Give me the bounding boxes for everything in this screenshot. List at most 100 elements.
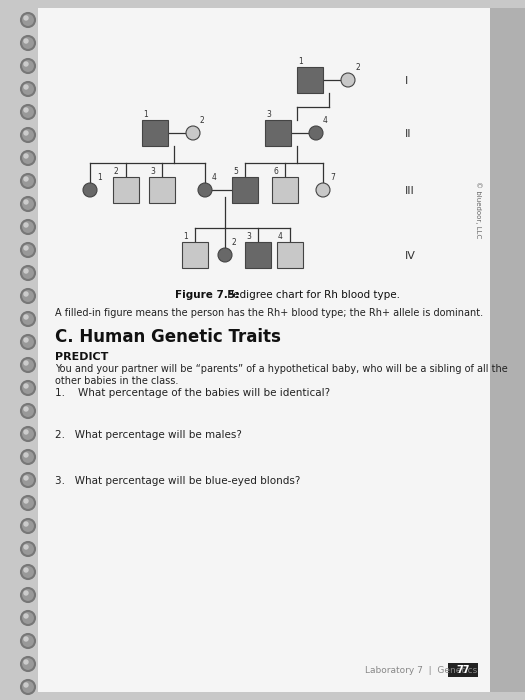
Bar: [245, 242, 271, 268]
Circle shape: [186, 126, 200, 140]
Bar: [297, 67, 323, 93]
Circle shape: [24, 407, 28, 411]
Bar: [265, 120, 291, 146]
Text: 1: 1: [298, 57, 303, 66]
Text: 6: 6: [273, 167, 278, 176]
Circle shape: [22, 658, 34, 670]
Text: A filled-in figure means the person has the Rh+ blood type; the Rh+ allele is do: A filled-in figure means the person has …: [55, 308, 483, 318]
Circle shape: [22, 382, 34, 394]
Circle shape: [24, 85, 28, 89]
Circle shape: [22, 589, 34, 601]
Circle shape: [22, 428, 34, 440]
Circle shape: [24, 315, 28, 319]
Text: 3: 3: [266, 110, 271, 119]
Text: IV: IV: [405, 251, 416, 261]
Circle shape: [22, 198, 34, 210]
Text: 2: 2: [232, 238, 237, 247]
Circle shape: [341, 73, 355, 87]
Text: 3: 3: [150, 167, 155, 176]
Bar: [448, 663, 478, 677]
Circle shape: [24, 660, 28, 664]
Circle shape: [309, 126, 323, 140]
Text: You and your partner will be “parents” of a hypothetical baby, who will be a sib: You and your partner will be “parents” o…: [55, 364, 508, 386]
Circle shape: [24, 108, 28, 112]
Circle shape: [22, 14, 34, 26]
Circle shape: [24, 683, 28, 687]
Text: III: III: [405, 186, 415, 196]
Text: 2: 2: [114, 167, 119, 176]
Circle shape: [24, 269, 28, 273]
Circle shape: [316, 183, 330, 197]
Circle shape: [24, 476, 28, 480]
Text: Laboratory 7  |  Genetics: Laboratory 7 | Genetics: [365, 666, 477, 675]
Text: 1: 1: [143, 110, 148, 119]
Circle shape: [22, 221, 34, 233]
Text: 77: 77: [456, 665, 470, 675]
Text: II: II: [405, 129, 412, 139]
Circle shape: [24, 499, 28, 503]
Circle shape: [22, 520, 34, 532]
Circle shape: [22, 336, 34, 348]
Text: C. Human Genetic Traits: C. Human Genetic Traits: [55, 328, 281, 346]
Circle shape: [24, 591, 28, 595]
Circle shape: [22, 543, 34, 555]
Circle shape: [24, 223, 28, 227]
Circle shape: [24, 338, 28, 342]
Circle shape: [218, 248, 232, 262]
Circle shape: [24, 361, 28, 365]
Bar: [142, 120, 168, 146]
Text: 4: 4: [212, 173, 217, 182]
Bar: [113, 177, 139, 203]
Circle shape: [22, 244, 34, 256]
Circle shape: [24, 39, 28, 43]
Circle shape: [22, 267, 34, 279]
Text: 1: 1: [183, 232, 188, 241]
Text: 7: 7: [330, 173, 335, 182]
Circle shape: [24, 154, 28, 158]
Bar: [232, 177, 258, 203]
Circle shape: [24, 384, 28, 388]
Circle shape: [24, 453, 28, 457]
Circle shape: [198, 183, 212, 197]
Text: Figure 7.5:: Figure 7.5:: [175, 290, 239, 300]
Circle shape: [24, 522, 28, 526]
Circle shape: [24, 637, 28, 641]
Circle shape: [22, 175, 34, 187]
Bar: [149, 177, 175, 203]
Bar: [490, 8, 525, 692]
Circle shape: [22, 566, 34, 578]
Circle shape: [22, 681, 34, 693]
Circle shape: [22, 290, 34, 302]
Circle shape: [22, 612, 34, 624]
Text: Pedigree chart for Rh blood type.: Pedigree chart for Rh blood type.: [224, 290, 400, 300]
Text: 3: 3: [246, 232, 251, 241]
Bar: [38, 8, 508, 692]
Circle shape: [24, 131, 28, 135]
Circle shape: [22, 129, 34, 141]
Circle shape: [24, 430, 28, 434]
Circle shape: [22, 474, 34, 486]
Circle shape: [22, 635, 34, 647]
Circle shape: [22, 497, 34, 509]
Bar: [182, 242, 208, 268]
Bar: [277, 242, 303, 268]
Text: I: I: [405, 76, 408, 86]
Circle shape: [24, 568, 28, 572]
Text: 5: 5: [233, 167, 238, 176]
Circle shape: [83, 183, 97, 197]
Circle shape: [24, 292, 28, 296]
Circle shape: [22, 83, 34, 95]
Text: 4: 4: [278, 232, 283, 241]
Text: 2: 2: [355, 63, 360, 72]
Circle shape: [22, 359, 34, 371]
Circle shape: [24, 614, 28, 618]
Text: 1.    What percentage of the babies will be identical?: 1. What percentage of the babies will be…: [55, 388, 330, 398]
Text: PREDICT: PREDICT: [55, 352, 108, 362]
Circle shape: [22, 451, 34, 463]
Text: 2.   What percentage will be males?: 2. What percentage will be males?: [55, 430, 242, 440]
Circle shape: [22, 37, 34, 49]
Circle shape: [24, 200, 28, 204]
Circle shape: [22, 405, 34, 417]
Circle shape: [24, 545, 28, 549]
Circle shape: [22, 313, 34, 325]
